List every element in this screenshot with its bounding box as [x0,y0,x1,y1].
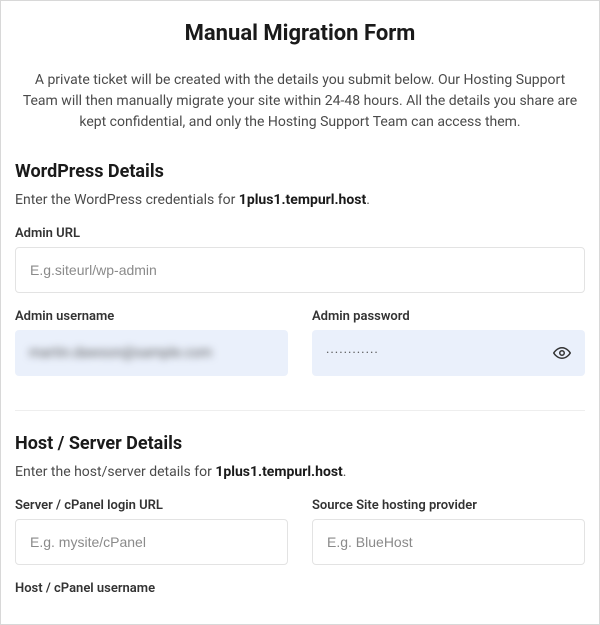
eye-icon[interactable] [553,344,571,362]
admin-url-field: Admin URL [15,226,585,293]
host-sub-host: 1plus1.tempurl.host [215,464,342,480]
provider-label: Source Site hosting provider [312,498,585,513]
admin-username-label: Admin username [15,309,288,324]
wordpress-sub-prefix: Enter the WordPress credentials for [15,192,239,208]
wordpress-sub-host: 1plus1.tempurl.host [239,192,366,208]
admin-password-field: Admin password ············ [312,309,585,376]
provider-field: Source Site hosting provider [312,498,585,565]
page-title: Manual Migration Form [15,21,585,46]
host-section-subtitle: Enter the host/server details for 1plus1… [15,464,585,480]
login-url-label: Server / cPanel login URL [15,498,288,513]
host-sub-suffix: . [343,464,347,480]
section-divider [15,410,585,411]
cpanel-username-field: Host / cPanel username [15,581,288,602]
host-sub-prefix: Enter the host/server details for [15,464,215,480]
admin-username-field: Admin username martin.dawson@sample.com [15,309,288,376]
intro-text: A private ticket will be created with th… [15,70,585,133]
migration-form-container: Manual Migration Form A private ticket w… [0,0,600,625]
wordpress-sub-suffix: . [366,192,370,208]
cpanel-username-label: Host / cPanel username [15,581,288,596]
admin-url-input[interactable] [15,247,585,293]
admin-username-value: martin.dawson@sample.com [29,345,212,361]
wordpress-section-title: WordPress Details [15,161,585,182]
login-url-field: Server / cPanel login URL [15,498,288,565]
admin-password-masked: ············ [326,346,379,361]
admin-password-label: Admin password [312,309,585,324]
admin-url-label: Admin URL [15,226,585,241]
wordpress-section-subtitle: Enter the WordPress credentials for 1plu… [15,192,585,208]
login-url-input[interactable] [15,519,288,565]
host-section-title: Host / Server Details [15,433,585,454]
admin-username-input[interactable]: martin.dawson@sample.com [15,330,288,376]
provider-input[interactable] [312,519,585,565]
admin-password-input[interactable]: ············ [312,330,585,376]
